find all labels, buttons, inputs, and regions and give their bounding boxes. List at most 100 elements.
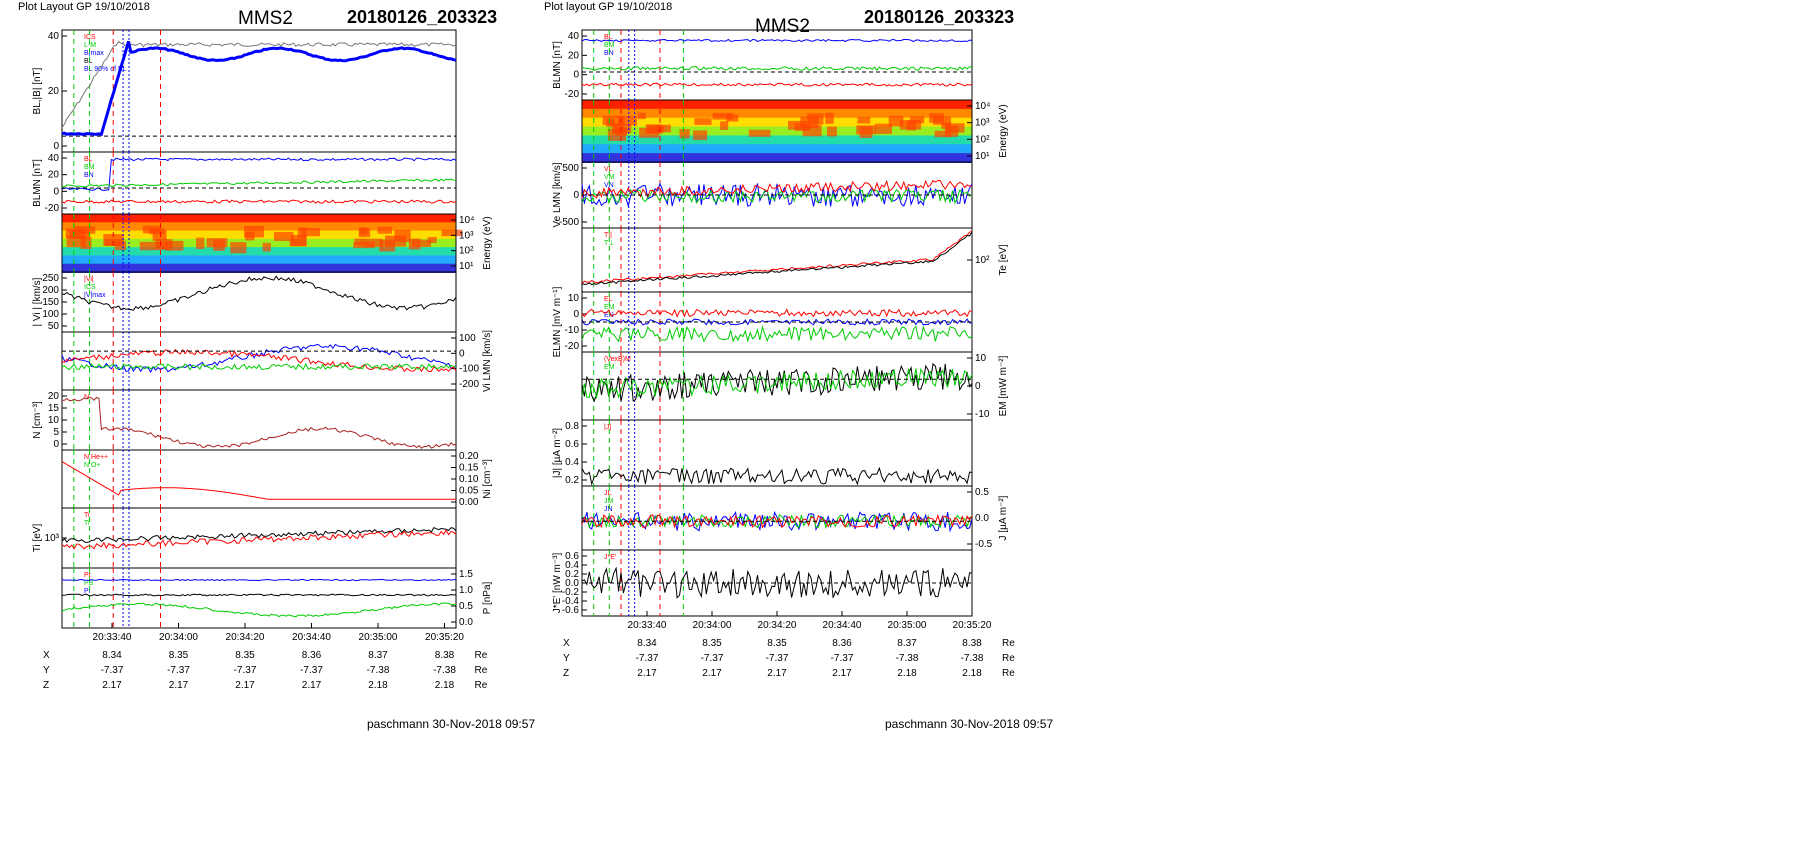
legend-entry: N O+: [84, 462, 101, 469]
spectrogram-band: [933, 116, 952, 125]
y-tick-label: 0.00: [459, 497, 479, 508]
legend-entry: BL: [84, 58, 93, 65]
legend-entry: JL: [604, 490, 612, 497]
spectrogram-band: [582, 135, 972, 146]
spectrogram-band: [679, 129, 690, 139]
y-tick-label: -20: [45, 203, 60, 214]
y-tick-label: 0.0: [459, 617, 473, 628]
data-series-line: [61, 578, 457, 582]
spectrogram-band: [62, 263, 456, 273]
x-tick-label: 20:34:00: [159, 632, 198, 643]
spectrogram-band: [80, 237, 92, 250]
spectrogram-band: [582, 126, 972, 137]
orbit-value: -7.38: [961, 653, 984, 664]
y-tick-label: -10: [975, 409, 990, 420]
orbit-value: 8.35: [169, 650, 189, 661]
y-tick-label: 10¹: [975, 151, 990, 162]
spectrogram-band: [62, 238, 456, 249]
spectrogram-band: [802, 125, 822, 137]
y-tick-label: -0.2: [562, 587, 580, 598]
legend-entry: JM: [604, 498, 614, 505]
spectrogram-band: [377, 226, 393, 234]
spectrogram-band: [412, 239, 431, 248]
spectrogram-band: [301, 228, 320, 237]
spectrogram-band: [874, 123, 893, 134]
legend-entry: VN: [604, 182, 614, 189]
y-tick-label: 150: [42, 297, 59, 308]
spectrogram-band: [291, 234, 307, 247]
x-tick-label: 20:33:40: [93, 632, 132, 643]
orbit-value: 2.18: [962, 668, 982, 679]
x-tick-label: 20:34:40: [292, 632, 331, 643]
legend-entry: EN: [604, 312, 614, 319]
y-tick-label: -20: [565, 341, 580, 352]
y-tick-label: 100: [42, 309, 59, 320]
spectrogram-band: [379, 239, 396, 252]
spectrogram-band: [857, 116, 871, 124]
y-axis-label: Energy (eV): [482, 216, 493, 269]
spectrogram-band: [114, 241, 127, 251]
orbit-value: 2.17: [702, 668, 722, 679]
orbit-value: -7.37: [636, 653, 659, 664]
y-tick-label: 10²: [975, 134, 990, 145]
event-stamp: 20180126_203323: [347, 7, 498, 27]
legend-entry: T⊥: [604, 240, 614, 247]
orbit-row-label: X: [43, 650, 50, 661]
orbit-value: -7.37: [167, 665, 190, 676]
spectrogram-band: [358, 228, 371, 238]
y-axis-label: | Vi | [km/s]: [32, 277, 43, 326]
spectrogram-band: [104, 239, 124, 246]
legend-entry: Pt: [84, 572, 91, 579]
spectrogram-band: [606, 119, 615, 127]
data-series-line: [61, 40, 457, 128]
x-tick-label: 20:35:00: [888, 620, 927, 631]
y-tick-label: 10³: [975, 118, 990, 129]
y-tick-label: 5: [53, 427, 59, 438]
orbit-value: 2.17: [169, 680, 189, 691]
y-tick-label: -0.6: [562, 605, 580, 616]
x-tick-label: 20:34:40: [823, 620, 862, 631]
y-axis-label: Ve LMN [km/s]: [552, 162, 563, 227]
orbit-value: 8.35: [702, 638, 722, 649]
y-tick-label: 0.10: [459, 474, 479, 485]
y-axis-label: J*E' [nW m⁻³]: [552, 553, 563, 614]
legend-entry: BM: [604, 42, 615, 49]
spectrogram-band: [262, 242, 271, 252]
y-tick-label: -20: [565, 89, 580, 100]
spectrogram-band: [139, 241, 159, 251]
figure-title: MMS2: [238, 8, 293, 29]
legend-entry: J*E': [604, 554, 616, 561]
legend-entry: VL: [604, 166, 613, 173]
data-series-line: [61, 40, 457, 137]
y-tick-label: 0: [53, 186, 59, 197]
data-series-line: [581, 466, 973, 486]
y-tick-label: 10⁴: [459, 215, 474, 226]
data-series-line: [581, 82, 973, 87]
y-tick-label: 0.8: [565, 421, 579, 432]
orbit-value: 2.17: [102, 680, 122, 691]
y-tick-label: 0.05: [459, 486, 479, 497]
spectrogram-band: [694, 118, 712, 125]
panel-9: 0.60.40.20.0-0.2-0.4-0.6J*E' [nW m⁻³] J*E…: [552, 549, 973, 617]
footer-credit: paschmann 30-Nov-2018 09:57: [367, 717, 536, 731]
spectrogram-band: [856, 125, 876, 135]
data-series-line: [61, 348, 457, 373]
data-series-line: [581, 367, 973, 400]
x-tick-label: 20:35:00: [359, 632, 398, 643]
y-tick-label: 10: [568, 293, 580, 304]
y-tick-label: 0.5: [459, 601, 473, 612]
panel-6: 10 0 -10 EM [mW m⁻²] (VexB)MEM: [581, 351, 1009, 421]
orbit-value: 8.38: [962, 638, 982, 649]
legend-entry: ICS: [84, 34, 96, 41]
y-tick-label: 0: [459, 348, 465, 359]
orbit-value: -7.37: [234, 665, 257, 676]
y-tick-label: 20: [48, 86, 60, 97]
spectrogram-band: [142, 225, 161, 234]
orbit-value: 8.36: [302, 650, 322, 661]
orbit-value: 2.18: [897, 668, 917, 679]
legend-entry: T||: [604, 232, 612, 239]
